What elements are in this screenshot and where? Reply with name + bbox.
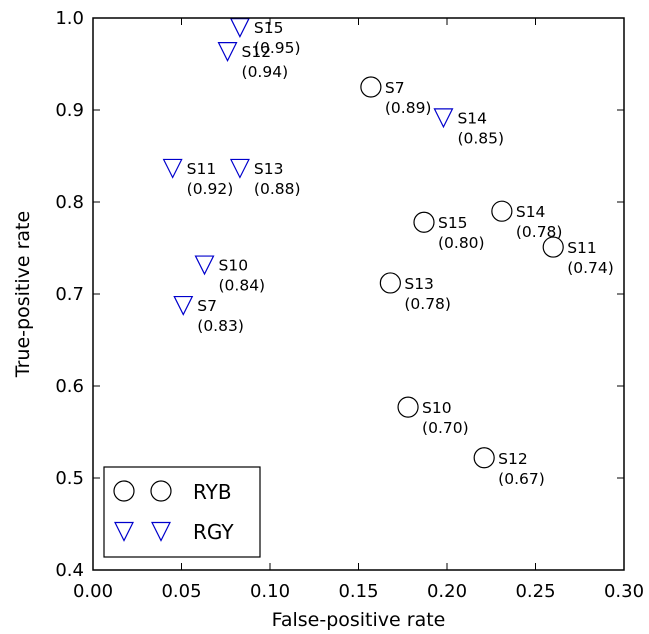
ryb-point-value: (0.78) [404,295,451,313]
ryb-point [491,200,513,222]
legend: RYB RGY [103,466,261,558]
ryb-point-label: S12 [498,450,528,468]
rgy-point [162,158,183,179]
rgy-point [173,295,194,316]
rgy-point-label: S11 [187,160,217,178]
legend-rgy-marker [114,521,134,542]
x-tick-label: 0.20 [427,581,467,602]
legend-rgy-marker [151,521,171,542]
ryb-point [542,236,564,258]
x-tick-label: 0.15 [338,581,378,602]
ryb-point-label: S13 [404,275,434,293]
ryb-point-value: (0.74) [567,259,614,277]
x-tick-label: 0.25 [515,581,555,602]
y-tick-label: 0.4 [55,560,84,581]
axis-ticks: 0.00 0.05 0.10 0.15 0.20 0.25 0.30 0.4 0.5 0.6 0.7… [55,8,644,602]
rgy-point [217,42,238,62]
ryb-point [397,396,419,418]
legend-ryb-marker [150,480,172,502]
y-tick-label: 0.8 [55,192,84,213]
ryb-point-value: (0.78) [516,223,563,241]
rgy-point-value: (0.88) [254,180,301,198]
ryb-point [473,447,495,469]
legend-box [103,466,261,558]
ryb-point-label: S11 [567,239,597,257]
legend-rgy-label: RGY [193,520,234,544]
legend-ryb-marker [113,480,135,502]
rgy-point-value: (0.95) [254,39,301,57]
rgy-point [194,255,215,276]
rgy-point-label: S13 [254,160,284,178]
rgy-point-value: (0.92) [187,180,234,198]
ryb-point-label: S14 [516,203,546,221]
rgy-point-label: S7 [197,297,217,315]
x-axis-label: False-positive rate [272,609,446,631]
rgy-point-value: (0.83) [197,317,244,335]
plot-marks: S7 (0.89) S10 (0.70) S11 (0.74) S12 (0.67) S13 (0… [162,18,614,488]
y-tick-label: 0.5 [55,468,84,489]
rgy-point-label: S10 [219,257,249,275]
y-tick-label: 0.7 [55,284,84,305]
y-tick-label: 0.9 [55,100,84,121]
ryb-point-label: S15 [438,214,468,232]
ryb-point-label: S7 [385,79,405,97]
x-tick-label: 0.05 [161,581,201,602]
y-axis-label: True-positive rate [12,211,34,378]
ryb-point-value: (0.70) [422,419,469,437]
rgy-point-label: S15 [254,19,284,37]
ryb-point [360,76,382,98]
x-tick-label: 0.00 [73,581,113,602]
y-tick-label: 0.6 [55,376,84,397]
rgy-point [229,158,250,179]
rgy-point-label: S14 [457,109,487,127]
x-tick-label: 0.10 [250,581,290,602]
legend-ryb-label: RYB [193,480,232,504]
rgy-point [433,108,454,129]
y-tick-label: 1.0 [55,8,84,29]
rgy-point-value: (0.94) [242,63,289,81]
ryb-point-value: (0.67) [498,470,545,488]
ryb-point [413,211,435,233]
rgy-point-label: S12 [242,43,272,61]
ryb-point-label: S10 [422,399,452,417]
x-tick-label: 0.30 [604,581,644,602]
rgy-point-value: (0.85) [457,129,504,147]
rgy-point-value: (0.84) [219,277,266,295]
ryb-point-value: (0.89) [385,99,432,117]
rgy-point [229,18,250,39]
ryb-point-value: (0.80) [438,234,485,252]
ryb-point [379,272,401,294]
